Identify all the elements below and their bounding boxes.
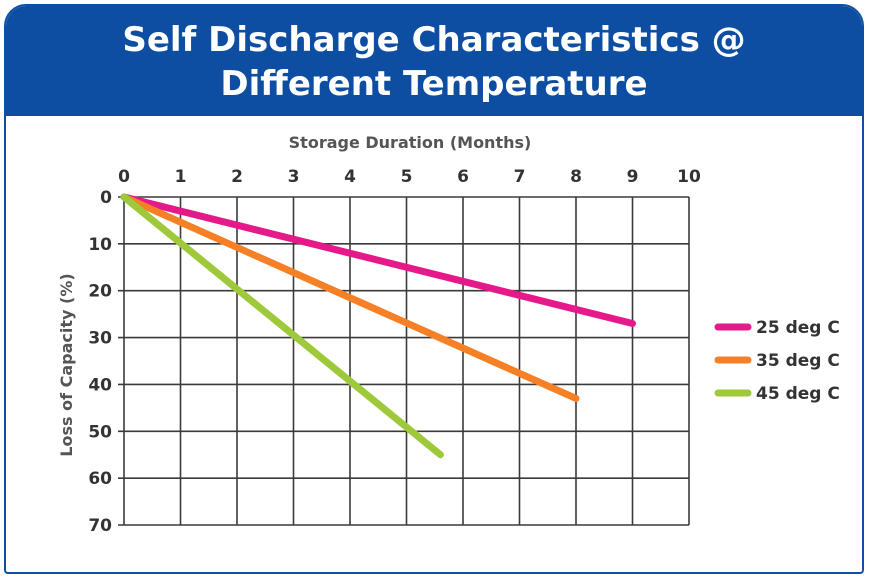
y-axis-ticks: 0 10 20 30 40 50 60 70 [88, 188, 112, 536]
x-tick-label: 9 [627, 167, 639, 187]
x-tick-label: 1 [175, 167, 187, 187]
x-axis-ticks: 0 1 2 3 4 5 6 7 8 9 10 [118, 167, 701, 187]
x-tick-label: 4 [344, 167, 356, 187]
chart-grid [118, 196, 690, 526]
chart-card: Self Discharge Characteristics @ Differe… [4, 4, 864, 574]
y-tick-label: 70 [88, 516, 112, 536]
x-tick-label: 7 [514, 167, 526, 187]
chart-title-line2: Different Temperature [220, 64, 648, 104]
y-tick-label: 60 [88, 469, 112, 489]
legend-label-2: 35 deg C [756, 351, 840, 371]
x-tick-label: 10 [677, 167, 701, 187]
legend-label-1: 25 deg C [756, 318, 840, 338]
y-tick-label: 30 [88, 329, 112, 349]
x-axis-title: Storage Duration (Months) [289, 133, 532, 152]
y-tick-label: 20 [88, 282, 112, 302]
y-tick-label: 0 [100, 188, 112, 208]
y-tick-label: 10 [88, 235, 112, 255]
chart-title-line1: Self Discharge Characteristics @ [122, 20, 746, 60]
x-tick-label: 5 [401, 167, 413, 187]
series-line-2 [120, 193, 580, 402]
y-tick-label: 40 [88, 375, 112, 395]
x-tick-label: 8 [570, 167, 582, 187]
y-tick-label: 50 [88, 422, 112, 442]
series-line-3 [120, 193, 444, 459]
series-line-1 [120, 193, 636, 328]
legend-label-3: 45 deg C [756, 384, 840, 404]
chart-legend: 25 deg C 35 deg C 45 deg C [714, 318, 840, 404]
x-tick-label: 6 [457, 167, 469, 187]
chart-series [120, 193, 636, 459]
x-tick-label: 0 [118, 167, 130, 187]
y-axis-title: Loss of Capacity (%) [57, 273, 76, 456]
chart-header: Self Discharge Characteristics @ Differe… [6, 6, 862, 116]
x-tick-label: 2 [231, 167, 243, 187]
x-tick-label: 3 [288, 167, 300, 187]
